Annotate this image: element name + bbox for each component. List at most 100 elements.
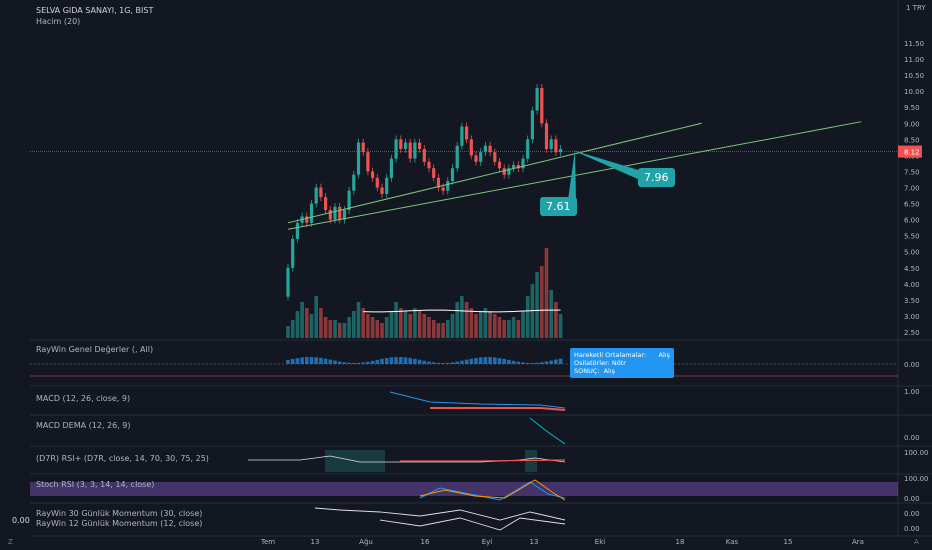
- raywin-bar: [295, 358, 300, 364]
- candle-body: [399, 139, 403, 149]
- raywin-label[interactable]: RayWin Genel Değerler (, All): [36, 345, 154, 354]
- volume-bar: [286, 326, 290, 338]
- volume-bar: [370, 317, 375, 338]
- candle-body: [295, 222, 299, 239]
- candle-body: [422, 148, 426, 162]
- candle-body: [305, 216, 309, 223]
- rsi-label[interactable]: (D7R) RSI+ (D7R, close, 14, 70, 30, 75, …: [36, 454, 209, 463]
- candle-body: [521, 158, 525, 169]
- candle-body: [554, 139, 558, 153]
- volume-bar: [483, 308, 488, 338]
- raywin-bar: [337, 361, 342, 364]
- raywin-bar: [370, 360, 375, 364]
- volume-bar: [502, 320, 506, 338]
- raywin-bar: [328, 359, 333, 364]
- volume-bar: [540, 266, 544, 338]
- raywin-bar: [384, 358, 389, 364]
- raywin-bar: [558, 358, 563, 364]
- candle-body: [408, 142, 412, 159]
- volume-bar: [408, 314, 412, 338]
- candle-body: [291, 238, 295, 268]
- time-tick-label: Ağu: [359, 538, 373, 546]
- price-tick-label: 11.50: [904, 40, 924, 48]
- volume-bar: [384, 317, 389, 338]
- raywin-bar: [521, 362, 525, 364]
- tooltip-osc: Osilatörler: Nötr: [574, 359, 626, 367]
- candle-body: [549, 139, 553, 149]
- volume-bar: [549, 290, 553, 338]
- mom12-label[interactable]: RayWin 12 Günlük Momentum (12, close): [36, 519, 203, 528]
- currency-label: 1 TRY: [906, 4, 926, 12]
- volume-bar: [300, 302, 304, 338]
- corner-left[interactable]: Z: [8, 538, 13, 546]
- volume-ma-line: [363, 309, 561, 313]
- volume-bar: [427, 317, 431, 338]
- callout-lower: 7.61: [540, 197, 577, 216]
- current-price-label: 8.12: [904, 149, 920, 157]
- raywin-bar: [352, 362, 356, 364]
- candle-body: [413, 142, 417, 159]
- candle-body: [403, 142, 408, 149]
- time-tick-label: 13: [530, 538, 539, 546]
- candle-body: [314, 187, 318, 204]
- raywin-bar: [356, 362, 361, 364]
- time-tick-label: Tem: [260, 538, 275, 546]
- candle-body: [356, 142, 361, 175]
- stoch-label[interactable]: Stoch RSI (3, 3, 14, 14, close): [36, 480, 155, 489]
- candle-body: [460, 126, 464, 146]
- candle-body: [474, 155, 478, 162]
- macd-label[interactable]: MACD (12, 26, close, 9): [36, 394, 131, 403]
- candle-body: [366, 152, 370, 172]
- raywin-bar: [427, 361, 431, 364]
- raywin-bar: [361, 362, 365, 364]
- candle-body: [436, 177, 440, 188]
- time-tick-label: Eyl: [482, 538, 493, 546]
- candle-body: [394, 139, 398, 159]
- raywin-bar: [300, 357, 304, 364]
- volume-bar: [399, 308, 403, 338]
- price-tick-label: 3.50: [904, 297, 920, 305]
- raywin-bar: [323, 358, 328, 364]
- raywin-bar: [309, 357, 314, 364]
- volume-bar: [535, 272, 539, 338]
- macd-line: [389, 391, 566, 409]
- price-tick-label: 4.00: [904, 281, 920, 289]
- price-tick-label: 9.50: [904, 104, 920, 112]
- volume-bar: [478, 311, 483, 338]
- candle-body: [535, 87, 539, 111]
- candle-body: [427, 161, 431, 169]
- raywin-bar: [375, 359, 380, 364]
- raywin-bar: [286, 360, 290, 364]
- corner-right[interactable]: A: [914, 538, 919, 546]
- volume-bar: [380, 323, 384, 338]
- rsi-line: [248, 455, 566, 463]
- callout-upper-pointer: [572, 150, 645, 180]
- mom30-label[interactable]: RayWin 30 Günlük Momentum (30, close): [36, 509, 203, 518]
- volume-label: Hacim (20): [36, 17, 81, 26]
- macd-tick: 1.00: [904, 388, 920, 396]
- candle-body: [352, 174, 356, 191]
- volume-bar: [333, 320, 337, 338]
- raywin-bar: [342, 362, 347, 364]
- volume-bar: [305, 308, 309, 338]
- raywin-bar: [455, 361, 459, 364]
- candle-body: [483, 145, 487, 153]
- raywin-bar: [488, 357, 492, 364]
- macd-signal: [430, 407, 566, 411]
- volume-bar: [342, 323, 347, 338]
- volume-bar: [314, 296, 318, 338]
- candle-body: [333, 206, 337, 220]
- stoch-tick-top: 100.00: [904, 475, 929, 483]
- volume-bar: [436, 323, 441, 338]
- mom12-tick: 0.00: [904, 525, 920, 533]
- side-value: 0.00: [12, 516, 30, 525]
- raywin-bar: [530, 362, 535, 364]
- volume-bar: [356, 302, 361, 338]
- candle-body: [446, 181, 450, 191]
- candle-body: [516, 165, 520, 169]
- raywin-bar: [431, 362, 436, 364]
- stoch-k: [419, 481, 566, 501]
- macd-dema-label[interactable]: MACD DEMA (12, 26, 9): [36, 421, 131, 430]
- price-tick-label: 9.00: [904, 120, 920, 128]
- volume-bar: [460, 296, 464, 338]
